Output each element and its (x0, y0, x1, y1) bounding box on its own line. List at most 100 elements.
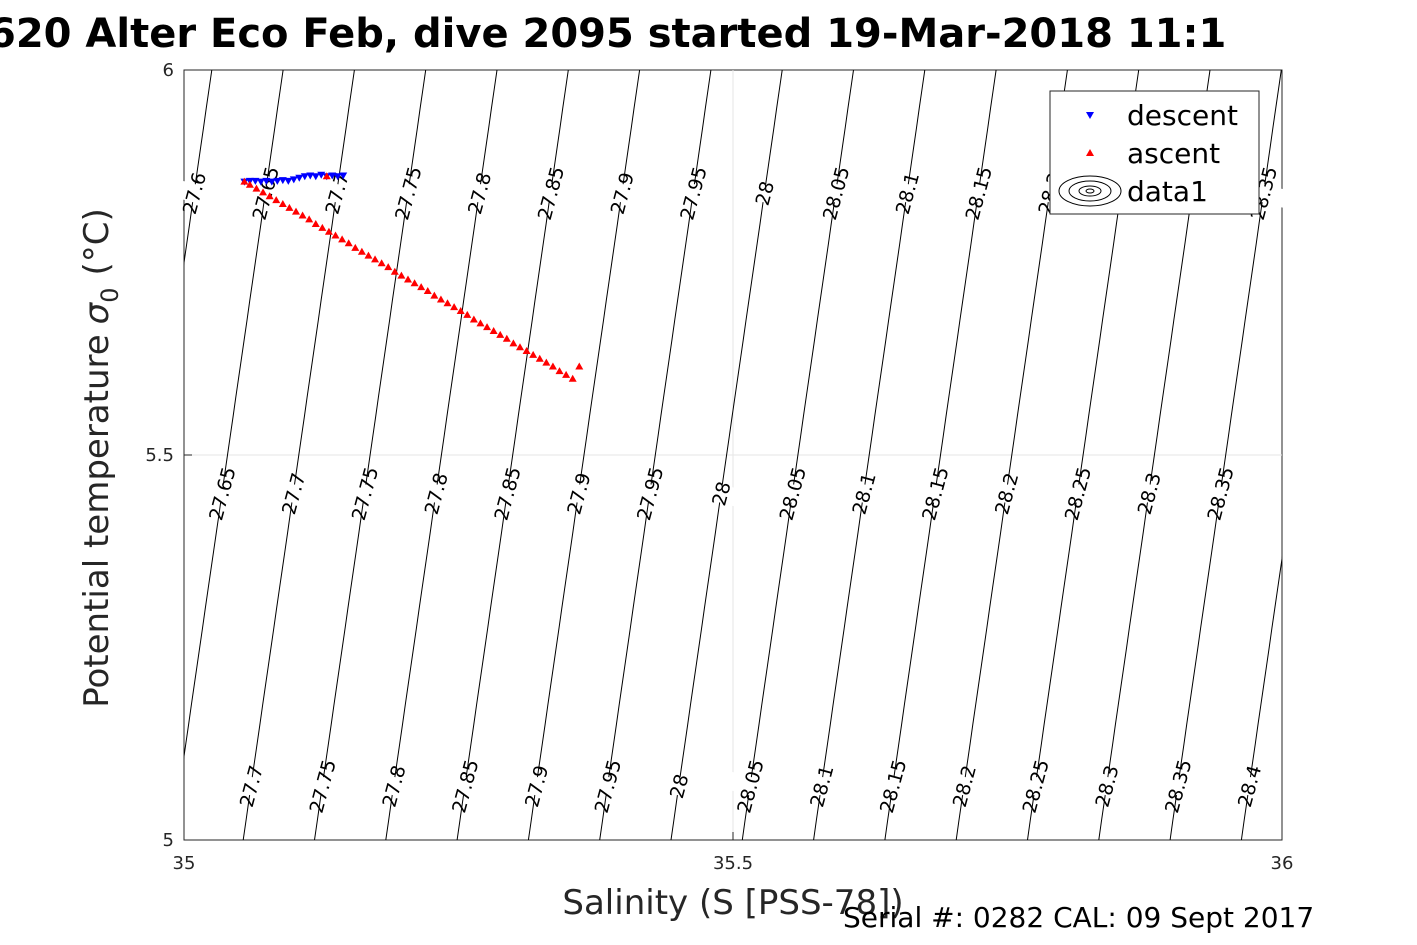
y-tick-label: 5 (163, 830, 174, 851)
contour-labels: 27.6 27.65 27.7 27.75 27.8 27.85 27.9 27.95 28 28… (166, 164, 1291, 815)
ascent-point (240, 177, 249, 185)
contour-label-bg (1221, 770, 1277, 802)
ascent-point (417, 283, 426, 291)
ascent-point (476, 319, 485, 327)
ascent-point (496, 330, 505, 338)
contour-label-bg (736, 177, 792, 209)
ascent-point (384, 263, 393, 271)
chart-title: 620 Alter Eco Feb, dive 2095 started 19-… (0, 11, 1227, 57)
contour-label-bg (808, 177, 864, 209)
contour-label-bg (693, 478, 749, 509)
contour-label-bg (437, 770, 493, 802)
ascent-point (463, 310, 472, 318)
ascent-point (318, 223, 327, 231)
contour-label-bg (651, 770, 707, 802)
descent-point (284, 177, 293, 185)
ascent-point (403, 275, 412, 283)
ascent-point (390, 267, 399, 275)
legend-box (1049, 90, 1260, 215)
ascent-point (291, 207, 300, 215)
ascent-point (272, 196, 281, 204)
y-axis-label-symbol: σ (77, 301, 117, 324)
descent-point (267, 178, 276, 186)
ascent-point (364, 251, 373, 259)
x-tick-label: 35.5 (713, 853, 753, 874)
ascent-point (305, 215, 314, 223)
ascent-point (450, 303, 459, 311)
ascent-point (555, 367, 564, 375)
descent-point (256, 178, 265, 186)
y-axis-label-sub: 0 (96, 287, 124, 302)
legend-data1-label: data1 (1127, 175, 1208, 208)
ascent-point (430, 291, 439, 299)
ascent-point (423, 286, 432, 294)
ascent-point (311, 220, 320, 227)
ascent-point (357, 247, 366, 255)
ascent-point (483, 323, 492, 331)
contour-label-bg (594, 177, 650, 209)
descent-point (300, 173, 309, 181)
y-axis-label: Potential temperature σ0 (°C) (77, 208, 124, 708)
isopycnal-line (1240, 555, 1282, 840)
ascent-point (515, 343, 524, 351)
axis-ticks: 35 35.5 36 5 5.5 6 (145, 60, 1293, 874)
contour-label-bg (1192, 478, 1248, 509)
legend: descent ascent data1 (1049, 90, 1260, 215)
legend-descent-label: descent (1127, 99, 1238, 132)
contour-label-bg (479, 478, 535, 509)
descent-point (311, 173, 320, 181)
contour-label-bg (550, 478, 606, 509)
contour-label-bg (1150, 770, 1206, 802)
legend-ascent-marker (1086, 149, 1094, 156)
contour-label-bg (936, 770, 992, 802)
contour-label-bg (580, 770, 635, 802)
descent-point (251, 177, 260, 185)
ascent-point (324, 227, 333, 235)
contour-label-bg (665, 177, 721, 209)
contour-label-bg (408, 478, 464, 509)
legend-ascent-label: ascent (1127, 137, 1220, 170)
contour-label-bg (223, 770, 279, 802)
ascent-point (338, 235, 347, 243)
contour-label-bg (265, 478, 321, 509)
contour-label-bg (907, 478, 963, 509)
x-axis-label: Salinity (S [PSS-78]) (562, 883, 903, 923)
ascent-point (436, 295, 445, 303)
ascent-point (351, 243, 360, 251)
ascent-point (456, 307, 465, 315)
ascent-point (548, 362, 557, 370)
contour-label-bg (622, 478, 678, 509)
ascent-point (529, 350, 538, 358)
contour-label-bg (1121, 478, 1177, 509)
legend-descent-marker (1086, 112, 1094, 119)
contour-label-bg (294, 770, 350, 802)
ascent-point (410, 279, 419, 287)
ascent-point (371, 255, 380, 263)
ascent-point (469, 315, 478, 323)
contour-label-bg (194, 478, 250, 509)
ascent-point (322, 172, 331, 180)
data-points (240, 171, 584, 382)
ascent-point (568, 374, 577, 382)
ascent-point (502, 334, 511, 342)
contour-label-bg (1050, 478, 1105, 509)
grid-lines (184, 70, 1282, 840)
contour-label-bg (836, 478, 892, 509)
descent-point (306, 172, 315, 180)
legend-data1-marker (1058, 175, 1122, 207)
ascent-point (397, 271, 406, 279)
contour-label-bg (879, 177, 935, 209)
ascent-point (278, 199, 287, 207)
descent-point (339, 172, 348, 180)
contour-label-bg (451, 177, 507, 209)
contour-label-bg (1007, 770, 1063, 802)
contour-label-bg (508, 770, 564, 802)
ascent-point (542, 358, 551, 366)
contour-label-bg (764, 478, 820, 509)
ascent-point (522, 347, 531, 355)
descent-point (278, 177, 287, 185)
descent-point (273, 177, 282, 185)
contour-label-bg (337, 478, 392, 509)
y-axis-label-unit: (°C) (77, 208, 117, 275)
